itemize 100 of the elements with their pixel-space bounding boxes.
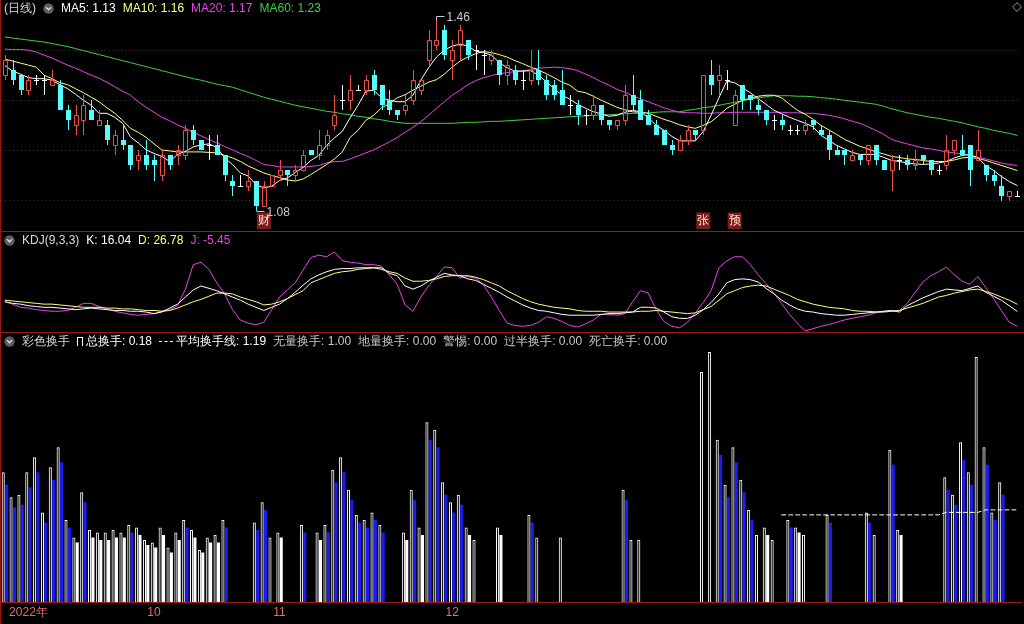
candlestick (339, 84, 346, 111)
bar (742, 492, 746, 603)
candlestick (552, 79, 557, 101)
candlestick (160, 149, 165, 182)
bar (185, 527, 189, 603)
bar (962, 459, 966, 603)
candlestick (355, 84, 362, 91)
candlestick (411, 69, 416, 106)
candlestick (513, 64, 518, 86)
candlestick (999, 174, 1004, 202)
bar (373, 519, 377, 603)
candlestick (936, 164, 943, 176)
candlestick (403, 94, 408, 116)
candlestick (466, 39, 471, 61)
candlestick (176, 144, 181, 166)
candlestick (913, 149, 918, 171)
candlestick (50, 69, 55, 86)
bar (67, 527, 71, 603)
candlestick (97, 109, 102, 126)
candlestick (631, 74, 636, 111)
bar (530, 522, 534, 603)
text: MA60: 1.23 (259, 1, 321, 15)
bar (985, 464, 989, 603)
text: 警惕: 0.00 (443, 334, 498, 348)
candlestick (787, 124, 794, 136)
chart-title: 彩色换手 (22, 334, 70, 348)
bar (624, 499, 629, 603)
candlestick (505, 59, 510, 86)
chart-title: (日线) (4, 1, 36, 15)
x-tick-label: 2022年 (9, 605, 48, 620)
candlestick (301, 149, 306, 171)
x-tick-label: 10 (147, 605, 161, 620)
candlestick (944, 134, 949, 171)
candlestick (11, 59, 16, 86)
bar (1001, 494, 1005, 603)
bar (256, 529, 260, 603)
bar (381, 532, 385, 603)
bar (436, 447, 440, 603)
candlestick (536, 49, 541, 86)
candlestick (497, 59, 502, 86)
candlestick (121, 124, 126, 151)
bar (789, 527, 793, 603)
text: MA5: 1.13 (61, 1, 116, 15)
candlestick (66, 104, 71, 131)
candlestick (246, 169, 251, 192)
bar (342, 472, 346, 603)
candlestick (262, 180, 267, 207)
candlestick (81, 94, 86, 136)
bar (52, 479, 56, 603)
candlestick (850, 149, 855, 161)
candlestick (183, 124, 188, 161)
candlestick (387, 89, 392, 116)
candlestick (724, 69, 731, 91)
candlestick (599, 104, 604, 126)
candlestick (41, 74, 48, 96)
x-tick-label: 11 (273, 605, 287, 620)
bar (5, 484, 9, 603)
annotation: 1.46 (446, 9, 471, 24)
bar (28, 487, 32, 603)
bar (946, 489, 950, 603)
bar (750, 519, 754, 603)
candlestick (896, 154, 903, 171)
bar (993, 519, 997, 603)
bar (130, 532, 134, 603)
bar (970, 484, 974, 603)
bar (726, 497, 731, 603)
bar (734, 462, 738, 603)
legend-label: 总换手: 0.18 (86, 334, 153, 348)
bar (428, 439, 432, 603)
bar (358, 522, 362, 603)
bar (452, 512, 456, 603)
candlestick (583, 109, 590, 126)
candlestick (33, 74, 40, 86)
candlestick (293, 164, 298, 182)
candlestick (544, 74, 549, 101)
bar (350, 499, 354, 603)
bar (444, 494, 448, 603)
candlestick (576, 99, 581, 126)
candlestick (128, 144, 133, 171)
text: K: 16.04 (86, 233, 132, 247)
x-tick-label: 12 (445, 605, 460, 620)
candlestick (19, 74, 24, 96)
text: 地量换手: 0.00 (358, 334, 437, 348)
bar (20, 504, 24, 603)
candlestick (144, 139, 149, 171)
candlestick (771, 114, 778, 131)
bar (36, 472, 40, 603)
bar (303, 532, 307, 603)
bar (828, 522, 833, 603)
candlestick (638, 89, 643, 121)
bar (719, 454, 723, 603)
candlestick (3, 54, 8, 81)
candlestick (827, 129, 832, 161)
bar (263, 509, 268, 603)
text: 死亡换手: 0.00 (589, 334, 668, 348)
candlestick (529, 49, 534, 86)
text: 无量换手: 1.00 (273, 334, 352, 348)
candlestick (113, 129, 118, 156)
x-tick-label: 预 (728, 213, 741, 228)
candlestick (372, 69, 377, 96)
